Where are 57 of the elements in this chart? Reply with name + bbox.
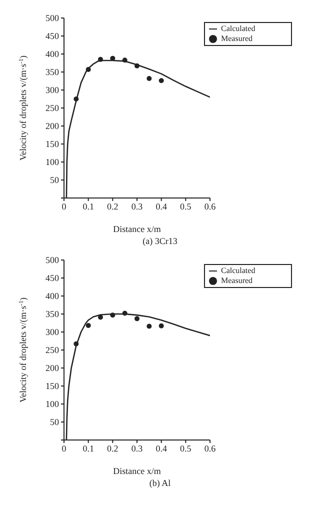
y-tick-label: 500	[46, 255, 60, 266]
point	[146, 76, 152, 81]
y-tick-label: 450	[46, 273, 60, 284]
y-tick-label: 100	[46, 399, 60, 410]
x-axis-title: Distance x/m	[113, 224, 161, 234]
y-tick-label: 450	[46, 31, 60, 42]
x-tick-label: 0.2	[107, 443, 118, 454]
x-tick-label: 0.2	[107, 201, 118, 212]
legend-label: Calculated	[221, 266, 256, 275]
x-tick-label: 0.1	[82, 443, 94, 454]
y-tick-label: 500	[46, 13, 60, 24]
point	[122, 58, 128, 63]
y-tick-label: 400	[46, 49, 60, 60]
y-tick-label: 200	[46, 121, 60, 132]
x-tick-label: 0	[62, 201, 67, 212]
y-tick-label: 200	[46, 363, 60, 374]
x-tick-label: 0.4	[156, 443, 168, 454]
x-tick-label: 0.3	[131, 201, 144, 212]
point	[98, 314, 103, 320]
point	[98, 56, 103, 62]
x-tick-label: 0.5	[180, 201, 192, 212]
point	[158, 323, 164, 328]
point	[134, 316, 140, 322]
point	[86, 323, 91, 328]
y-tick-label: 100	[46, 157, 60, 168]
y-tick-label: 300	[46, 327, 60, 338]
point	[110, 312, 116, 318]
legend-label: Calculated	[221, 24, 256, 33]
y-tick-label: 50	[50, 417, 60, 428]
legend-label: Measured	[221, 34, 253, 43]
x-tick-label: 0.3	[131, 443, 144, 454]
legend-label: Measured	[221, 276, 253, 285]
text: (b) Al	[148, 478, 172, 488]
y-tick-label: 50	[50, 175, 60, 186]
x-axis-title: Distance x/m	[113, 466, 161, 476]
point	[74, 96, 79, 102]
x-tick-label: 0.4	[156, 201, 168, 212]
x-tick-label: 0.5	[180, 443, 192, 454]
text: (a) 3Cr13	[142, 236, 178, 246]
point	[86, 66, 91, 72]
x-tick-label: 0.6	[204, 201, 216, 212]
y-tick-label: 400	[46, 291, 60, 302]
y-tick-label: 250	[46, 103, 60, 114]
y-tick-label: 250	[46, 345, 60, 356]
y-tick-label: 350	[46, 67, 60, 78]
point	[122, 310, 128, 316]
point	[74, 341, 79, 346]
y-tick-label: 150	[46, 381, 60, 392]
x-tick-label: 0.1	[82, 201, 94, 212]
x-tick-label: 0.6	[204, 443, 216, 454]
x-tick-label: 0	[62, 443, 67, 454]
y-tick-label: 300	[46, 85, 60, 96]
point	[134, 63, 140, 68]
point	[146, 324, 152, 329]
point	[158, 78, 164, 84]
y-tick-label: 150	[46, 139, 60, 150]
y-tick-label: 350	[46, 309, 60, 320]
